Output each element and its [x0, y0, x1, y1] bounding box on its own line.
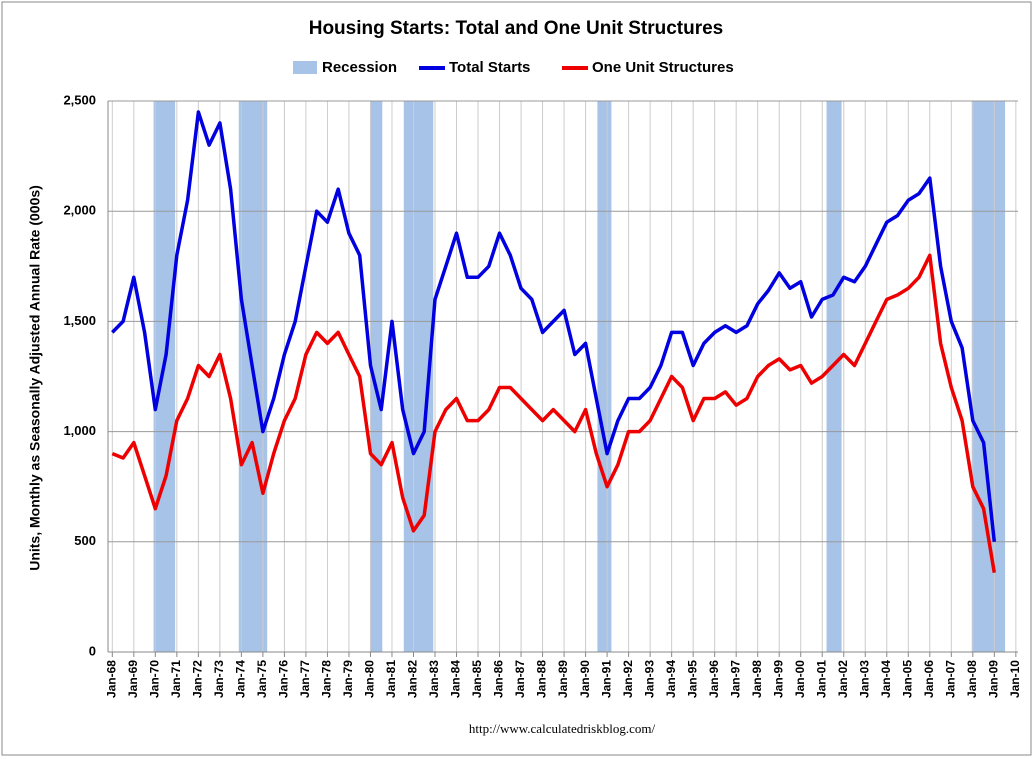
x-tick-label: Jan-79 [341, 660, 355, 698]
x-tick-label: Jan-92 [621, 660, 635, 698]
legend-label: Recession [322, 59, 397, 76]
chart-title: Housing Starts: Total and One Unit Struc… [309, 18, 724, 39]
y-tick-label: 1,000 [63, 423, 96, 438]
series-line [111, 253, 997, 573]
source: http://www.calculatedriskblog.com/ [469, 721, 656, 736]
y-tick-label: 0 [89, 643, 96, 658]
x-tick-label: Jan-04 [879, 660, 893, 698]
x-tick-label: Jan-99 [771, 660, 785, 698]
x-tick-label: Jan-95 [685, 660, 699, 698]
x-tick-label: Jan-87 [513, 660, 527, 698]
x-tick-label: Jan-83 [427, 660, 441, 698]
x-tick-label: Jan-69 [126, 660, 140, 698]
x-tick-label: Jan-89 [556, 660, 570, 698]
y-axis-label: Units, Monthly as Seasonally Adjusted An… [27, 185, 43, 571]
x-tick-label: Jan-09 [987, 660, 1001, 698]
x-tick-label: Jan-68 [104, 660, 118, 698]
series-line [111, 110, 997, 542]
x-tick-label: Jan-74 [234, 660, 248, 698]
y-tick-label: 2,500 [63, 92, 96, 107]
x-tick-label: Jan-02 [836, 660, 850, 698]
x-tick-label: Jan-94 [664, 660, 678, 698]
recession-band [826, 101, 842, 652]
x-tick-label: Jan-93 [642, 660, 656, 698]
x-tick-label: Jan-76 [277, 660, 291, 698]
x-tick-label: Jan-86 [492, 660, 506, 698]
x-tick-label: Jan-01 [814, 660, 828, 698]
x-tick-label: Jan-91 [599, 660, 613, 698]
x-tick-label: Jan-96 [707, 660, 721, 698]
x-tick-label: Jan-98 [750, 660, 764, 698]
x-tick-label: Jan-97 [728, 660, 742, 698]
x-tick-label: Jan-82 [406, 660, 420, 698]
x-tick-label: Jan-10 [1008, 660, 1022, 698]
x-tick-label: Jan-90 [578, 660, 592, 698]
x-tick-label: Jan-03 [857, 660, 871, 698]
x-tick-label: Jan-72 [191, 660, 205, 698]
x-tick-label: Jan-06 [922, 660, 936, 698]
recession-band [370, 101, 383, 652]
x-tick-label: Jan-75 [255, 660, 269, 698]
y-tick-label: 1,500 [63, 313, 96, 328]
recession-band [153, 101, 176, 652]
x-tick-label: Jan-85 [470, 660, 484, 698]
x-tick-label: Jan-84 [449, 660, 463, 698]
y-tick-label: 2,000 [63, 203, 96, 218]
recession-band [597, 101, 612, 652]
x-tick-label: Jan-77 [298, 660, 312, 698]
recession-band [971, 101, 1006, 652]
x-tick-label: Jan-07 [943, 660, 957, 698]
x-tick-label: Jan-73 [212, 660, 226, 698]
legend-swatch [293, 61, 317, 74]
legend-label: Total Starts [449, 59, 530, 76]
y-tick-label: 500 [74, 533, 96, 548]
x-tick-label: Jan-08 [965, 660, 979, 698]
x-tick-label: Jan-71 [169, 660, 183, 698]
x-tick-label: Jan-05 [900, 660, 914, 698]
x-tick-label: Jan-78 [320, 660, 334, 698]
x-tick-label: Jan-70 [148, 660, 162, 698]
x-tick-label: Jan-80 [363, 660, 377, 698]
legend-label: One Unit Structures [592, 59, 734, 76]
x-tick-label: Jan-00 [793, 660, 807, 698]
x-tick-label: Jan-88 [535, 660, 549, 698]
x-tick-label: Jan-81 [384, 660, 398, 698]
